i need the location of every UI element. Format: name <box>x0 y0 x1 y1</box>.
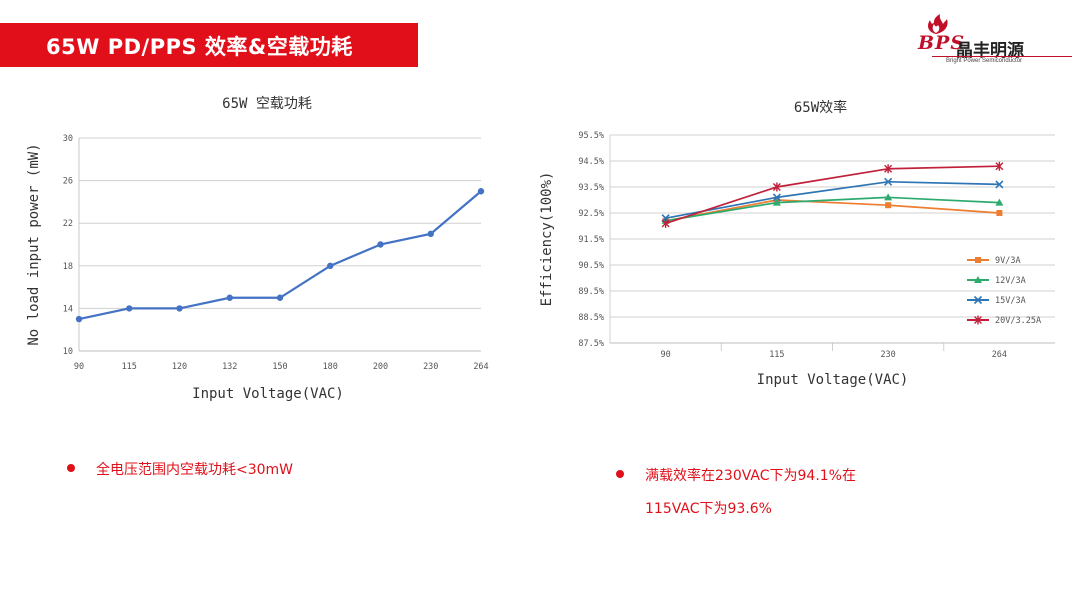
y-tick-label: 14 <box>63 304 73 314</box>
x-tick-label: 264 <box>992 350 1007 360</box>
y-tick-label: 18 <box>63 262 73 272</box>
legend-marker-15v-3a <box>973 295 983 305</box>
y-tick-label: 22 <box>63 219 73 229</box>
data-point-9v-3a <box>885 202 892 209</box>
chart-title: 65W效率 <box>794 99 847 116</box>
x-tick-label: 120 <box>172 362 187 372</box>
bullet-dot-right <box>616 470 624 478</box>
legend-label-9v-3a: 9V/3A <box>995 256 1021 266</box>
x-tick-label: 230 <box>423 362 438 372</box>
y-tick-label: 10 <box>63 347 73 357</box>
data-point-15v-3a <box>995 180 1004 189</box>
data-point-20v-3-25a <box>995 161 1004 171</box>
x-tick-label: 150 <box>272 362 287 372</box>
data-point-series <box>477 188 485 195</box>
data-point-12v-3a <box>772 198 781 206</box>
y-tick-label: 93.5% <box>578 183 604 193</box>
title-bar <box>0 23 418 67</box>
data-point-series <box>126 305 133 312</box>
legend-label-12v-3a: 12V/3A <box>995 276 1026 286</box>
x-axis-label: Input Voltage(VAC) <box>757 372 909 388</box>
legend-marker-20v-3-25a <box>974 315 982 325</box>
series-line-15v-3a <box>665 180 1000 220</box>
y-tick-label: 88.5% <box>578 313 604 323</box>
no-load-power-chart: 65W 空载功耗 10 14 18 22 26 30 90 115 120 132 150 180 200… <box>0 80 540 410</box>
data-point-series <box>427 230 434 238</box>
x-tick-label: 230 <box>880 350 895 360</box>
y-tick-label: 94.5% <box>578 157 604 167</box>
x-tick-label: 115 <box>122 362 137 372</box>
legend-marker-9v-3a <box>975 257 981 263</box>
series-line-9v-3a <box>665 199 1000 222</box>
y-axis-label: Efficiency(100%) <box>539 172 555 307</box>
series-line-12v-3a <box>665 196 1000 222</box>
y-tick-label: 92.5% <box>578 209 604 219</box>
flame-icon <box>928 14 948 34</box>
data-point-series <box>226 294 233 301</box>
data-point-20v-3-25a <box>884 164 893 174</box>
bullet-dot-left <box>67 464 75 472</box>
chart-title: 65W 空载功耗 <box>222 96 312 112</box>
x-tick-label: 115 <box>769 350 784 360</box>
y-tick-label: 26 <box>63 177 73 187</box>
logo-tagline: Bright Power Semiconductor <box>946 58 1023 64</box>
data-point-series <box>377 241 384 248</box>
data-point-series <box>276 294 284 301</box>
note-efficiency-line2: 115VAC下为93.6% <box>645 501 772 517</box>
company-logo: BPS 晶丰明源 Bright Power Semiconductor <box>912 14 1072 70</box>
data-point-9v-3a <box>996 210 1003 216</box>
data-point-15v-3a <box>772 193 781 202</box>
efficiency-chart: 65W效率 87.5% 88.5% 89.5% 90.5% 91.5% 92.5% 93.5%… <box>530 88 1080 398</box>
legend-label-20v-3-25a: 20V/3.25A <box>995 316 1041 326</box>
data-point-20v-3-25a <box>772 182 781 192</box>
note-efficiency-line1: 满载效率在230VAC下为94.1%在 <box>645 468 856 484</box>
data-point-12v-3a <box>995 198 1004 206</box>
legend-label-15v-3a: 15V/3A <box>995 296 1026 306</box>
y-tick-label: 91.5% <box>578 235 604 245</box>
x-tick-label: 90 <box>74 362 84 372</box>
data-point-series <box>75 315 83 323</box>
y-axis-label: No load input power (mW) <box>26 143 42 345</box>
x-tick-label: 180 <box>323 362 338 372</box>
y-tick-label: 90.5% <box>578 261 604 271</box>
note-no-load: 全电压范围内空载功耗<30mW <box>96 462 294 478</box>
data-point-12v-3a <box>884 193 893 201</box>
legend-marker-12v-3a <box>974 276 982 283</box>
no-load-power-chart-svg: 65W 空载功耗 10 14 18 22 26 30 90 115 120 132 150 180 200… <box>26 96 489 402</box>
slide-title: 65W PD/PPS 效率&空载功耗 <box>46 35 353 59</box>
x-tick-label: 132 <box>222 362 237 372</box>
y-tick-label: 30 <box>63 134 73 144</box>
logo-mark: BPS <box>918 32 966 54</box>
data-point-series <box>327 262 334 269</box>
x-axis-label: Input Voltage(VAC) <box>192 386 344 402</box>
x-tick-label: 264 <box>473 362 488 372</box>
efficiency-chart-svg: 65W效率 87.5% 88.5% 89.5% 90.5% 91.5% 92.5% 93.5%… <box>539 99 1055 388</box>
data-point-series <box>176 305 183 312</box>
y-tick-label: 89.5% <box>578 287 604 297</box>
y-tick-label: 95.5% <box>578 131 604 141</box>
data-point-15v-3a <box>884 177 893 186</box>
logo-divider <box>932 56 1072 57</box>
x-tick-label: 200 <box>373 362 388 372</box>
x-tick-label: 90 <box>661 350 671 360</box>
series-line-20v-3-25a <box>665 165 1000 225</box>
y-tick-label: 87.5% <box>578 339 604 349</box>
data-point-20v-3-25a <box>661 218 670 228</box>
